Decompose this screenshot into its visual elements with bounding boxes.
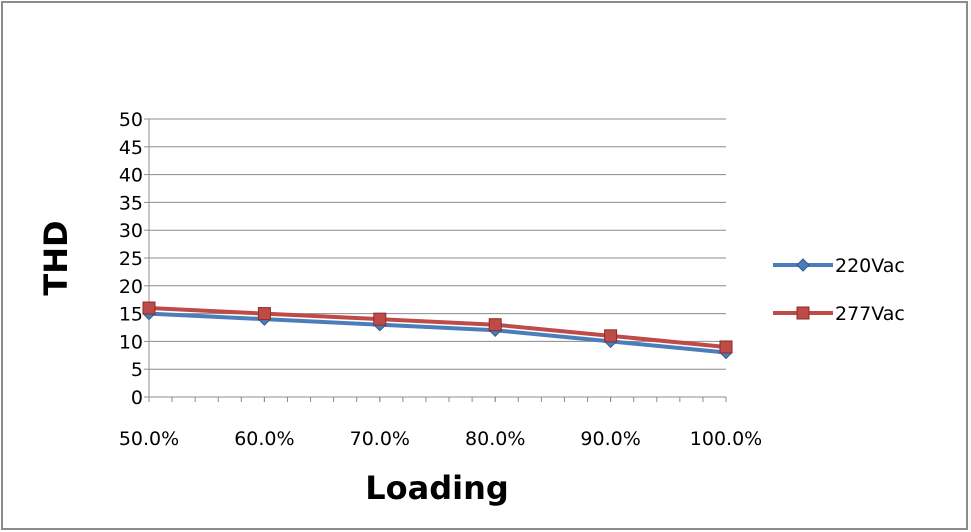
x-axis-title: Loading xyxy=(365,469,509,507)
data-point-277Vac xyxy=(719,340,733,354)
y-tick-label: 45 xyxy=(119,137,143,159)
x-tick-label: 50.0% xyxy=(119,428,179,450)
data-point-277Vac xyxy=(604,329,618,343)
data-point-277Vac xyxy=(373,312,387,326)
y-tick-label: 5 xyxy=(131,359,143,381)
x-tick-label: 60.0% xyxy=(234,428,294,450)
y-tick-label: 15 xyxy=(119,304,143,326)
data-point-277Vac xyxy=(488,318,502,332)
legend-label-220Vac: 220Vac xyxy=(835,255,905,277)
y-tick-labels: 0 5 10 15 20 25 30 35 40 45 50 xyxy=(119,109,143,409)
legend: 220Vac 277Vac xyxy=(773,255,905,325)
x-tick-labels: 50.0% 60.0% 70.0% 80.0% 90.0% 100.0% xyxy=(119,428,762,450)
x-tick-label: 80.0% xyxy=(465,428,525,450)
legend-label-277Vac: 277Vac xyxy=(835,303,905,325)
series-line-277Vac xyxy=(148,306,727,349)
data-point-277Vac xyxy=(257,307,271,321)
legend-marker-277Vac xyxy=(796,306,810,320)
series-lines xyxy=(142,301,733,360)
y-tick-label: 30 xyxy=(119,220,143,242)
y-tick-label: 50 xyxy=(119,109,143,131)
data-point-277Vac xyxy=(142,301,156,315)
y-tick-label: 40 xyxy=(119,165,143,187)
series-line-220Vac xyxy=(148,311,727,355)
y-axis-title: THD xyxy=(37,220,75,295)
legend-marker-220Vac xyxy=(796,258,810,272)
x-tick-label: 90.0% xyxy=(580,428,640,450)
axes xyxy=(144,118,727,402)
y-tick-label: 20 xyxy=(119,276,143,298)
x-tick-label: 70.0% xyxy=(350,428,410,450)
x-tick-label: 100.0% xyxy=(690,428,762,450)
gridlines xyxy=(149,118,726,370)
y-tick-label: 0 xyxy=(131,387,143,409)
y-tick-label: 35 xyxy=(119,192,143,214)
y-tick-label: 10 xyxy=(119,331,143,353)
y-tick-label: 25 xyxy=(119,248,143,270)
